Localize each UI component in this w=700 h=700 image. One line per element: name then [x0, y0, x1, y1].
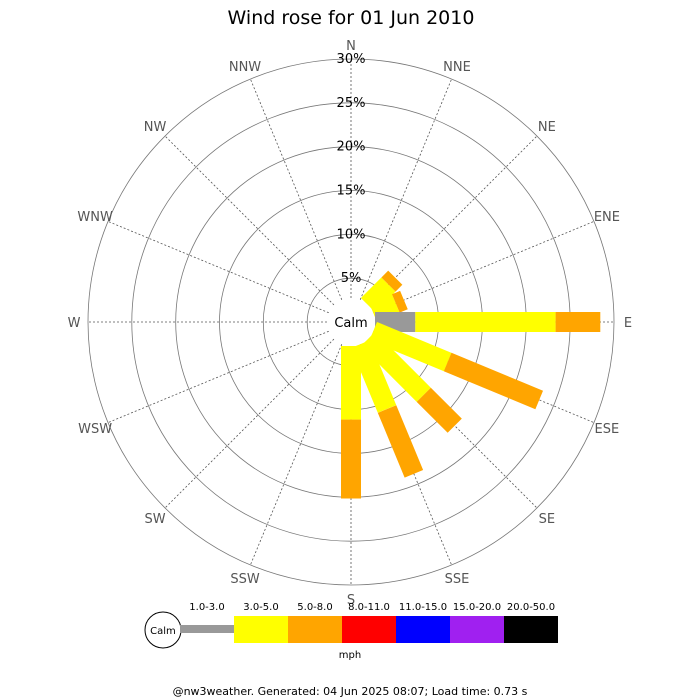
direction-label: WNW: [77, 210, 113, 225]
legend-swatch: [504, 616, 558, 643]
direction-label: N: [346, 39, 356, 54]
legend-label: 15.0-20.0: [453, 602, 501, 613]
direction-label: E: [624, 316, 632, 331]
direction-label: SSW: [230, 572, 260, 587]
wind-bar-segment: [443, 352, 544, 410]
direction-label: NNE: [443, 60, 471, 75]
direction-label: WSW: [78, 422, 112, 437]
radial-tick-labels: 5% 10% 15% 20% 25% 30%: [337, 52, 366, 286]
calm-center: Calm: [327, 298, 375, 346]
direction-label: NW: [144, 120, 167, 135]
radial-tick-label: 15%: [337, 184, 366, 199]
chart-title: Wind rose for 01 Jun 2010: [228, 7, 475, 29]
legend-swatch: [342, 616, 396, 643]
wind-bar-segment: [360, 277, 396, 313]
footer-text: @nw3weather. Generated: 04 Jun 2025 08:0…: [173, 685, 528, 698]
wind-bar-segment: [381, 270, 403, 292]
direction-labels: N NNE NE ENE E ESE SE SSE S SSW SW WSW W WNW NW NNW: [68, 39, 633, 608]
wind-bar-segment: [341, 419, 361, 499]
legend-swatch: [450, 616, 504, 643]
direction-label: ESE: [595, 422, 620, 437]
direction-label: SSE: [445, 572, 470, 587]
wind-bar-segment: [341, 346, 361, 420]
radial-tick-label: 30%: [337, 52, 366, 67]
wind-bar-segment: [416, 387, 462, 433]
legend-label: 8.0-11.0: [348, 602, 390, 613]
direction-label: S: [347, 593, 355, 608]
radial-tick-label: 20%: [337, 140, 366, 155]
wind-bar-segment: [369, 321, 452, 372]
legend-swatch: [180, 625, 234, 633]
speed-legend: Calm 1.0-3.0 3.0-5.0 5.0-8.0 8.0-11.0 11.0-15…: [144, 602, 558, 649]
direction-label: SE: [539, 512, 555, 527]
legend-swatch: [396, 616, 450, 643]
wind-bar-segment: [350, 340, 397, 413]
direction-label: SW: [145, 512, 166, 527]
legend-label: 11.0-15.0: [399, 602, 447, 613]
direction-label: ENE: [594, 210, 620, 225]
direction-label: NNW: [229, 60, 261, 75]
legend-label: 1.0-3.0: [189, 602, 224, 613]
direction-label: NE: [538, 120, 556, 135]
wind-bar-segment: [377, 405, 424, 478]
wind-bar-segment: [555, 312, 601, 332]
legend-calm-label: Calm: [150, 626, 176, 637]
legend-label: 3.0-5.0: [243, 602, 278, 613]
legend-swatch: [288, 616, 342, 643]
unit-label: mph: [339, 650, 361, 661]
legend-label: 5.0-8.0: [297, 602, 332, 613]
radial-tick-label: 5%: [341, 271, 362, 286]
radial-tick-label: 25%: [337, 96, 366, 111]
direction-label: W: [68, 316, 81, 331]
grid-ring: [87, 58, 615, 586]
legend-swatch: [234, 616, 288, 643]
legend-label: 20.0-50.0: [507, 602, 555, 613]
radial-tick-label: 10%: [337, 227, 366, 242]
wind-bars: [341, 270, 601, 499]
wind-bar-segment: [415, 312, 556, 332]
wind-bar-segment: [360, 331, 431, 402]
calm-center-label: Calm: [334, 316, 367, 331]
wind-bar-segment: [391, 290, 408, 313]
